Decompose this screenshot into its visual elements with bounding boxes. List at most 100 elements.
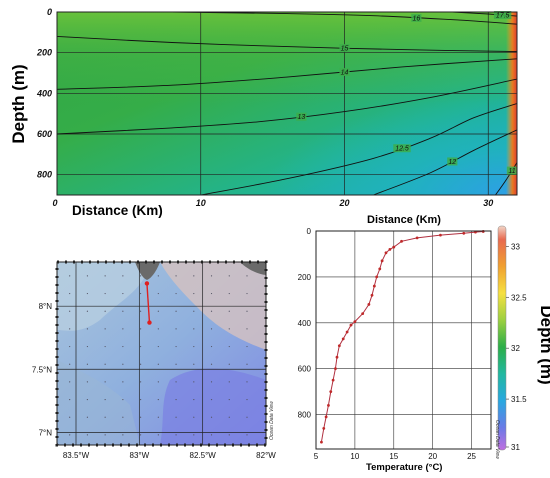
profile-point [372,284,376,288]
map-station-dot [122,398,124,401]
profile-point [349,323,353,327]
map-station-dot [175,328,177,330]
map-station-dot [104,310,106,312]
profile-point [353,320,357,324]
map-station-dot [122,416,124,418]
map-station-dot [228,328,230,330]
profile-point [335,355,339,359]
map-station-dot [210,398,213,401]
map-station-dot [246,310,248,312]
map-station-dot [69,345,71,348]
section-x-tick-label: 10 [196,198,206,208]
map-station-dot [228,275,230,277]
map-station-dot [86,310,88,312]
map-station-dot [86,292,88,295]
map-station-dot [193,363,195,365]
map-station-dot [175,381,177,383]
profile-point [322,426,326,430]
contour-label: 11 [508,168,515,175]
contour-label: 16 [412,15,420,22]
colorbar-tick-label: 33 [511,242,520,251]
map-station-dot [104,381,106,383]
profile-point [320,440,323,444]
section-y-label: Depth (m) [9,64,28,143]
map-station-dot [228,416,230,418]
map-latitude-label: 7.5°N [32,365,52,374]
map-station-dot [246,416,248,418]
map-transect-stations [144,281,152,325]
contour-line [200,103,517,195]
map-station-dot [86,434,88,436]
map-station-dot [157,292,159,295]
map-shade-nw [57,262,150,331]
map-station-dot [228,363,230,365]
map-station-dot [104,275,106,277]
map-station-dot [193,381,195,383]
map-station-dot [157,416,159,418]
contour-label-bg [411,13,422,22]
map-station-dot [69,381,71,383]
profile-point [327,404,330,407]
contour-label: 13 [297,114,305,121]
map-station-dot [157,275,159,277]
map-station-dot [175,345,177,348]
map-station-dot [69,434,71,436]
map-station-dot [140,310,142,312]
section-surface-shade [57,12,517,195]
map-station-dot [175,275,177,277]
contour-label-bg [506,166,518,175]
map-station-dot [228,345,230,348]
section-right-edge-shade [506,12,517,195]
map-station-dot [228,292,230,295]
station-map-panel: 83.5°W 83°W 82.5°W 82°W 8°N 7.5°N 7°N Ocean D… [32,260,276,460]
map-station-dot [104,292,106,295]
contour-label: 17.5 [496,13,510,20]
map-station-dot [157,434,159,436]
profile-point [462,231,466,235]
section-y-tick-label: 200 [36,48,52,58]
map-station-dot [193,398,195,401]
map-station-dot [246,398,248,401]
profile-point [388,247,392,251]
profile-panel: 5 10 15 20 25 0 200 400 600 800 Distance (Km) Te… [298,214,550,473]
section-x-tick-label: 30 [483,198,493,208]
map-station-dots [69,275,248,436]
map-longitude-label: 82.5°W [190,451,217,460]
map-station-dot [157,328,159,330]
map-station-dot [104,345,106,348]
map-station-dot [193,328,195,330]
profile-y-tick-label: 200 [298,273,312,282]
profile-point [337,344,341,348]
map-station-dot [175,416,177,418]
profile-point [378,267,382,271]
map-station-dot [210,310,213,312]
map-station-dot [140,363,142,365]
map-station-dot [69,328,71,330]
profile-y-label: Depth (m) [537,305,550,384]
map-station-dot [157,398,159,401]
profile-x-label: Temperature (°C) [366,462,442,473]
profile-background [316,231,491,449]
map-station-dot [246,328,248,330]
profile-y-tick-label: 800 [298,411,312,420]
map-station-dot [193,345,195,348]
map-station-dot [157,363,159,365]
profile-y-ticks: 0 200 400 600 800 [298,227,312,420]
contour-label-bg [339,67,350,76]
contour-line [57,58,517,90]
map-station-dot [140,416,142,418]
map-station-dot [122,275,124,277]
map-station-dot [193,416,195,418]
map-station-dot [69,275,71,277]
map-watermark: Ocean Data View [269,401,275,440]
map-station-dot [104,328,106,330]
map-station-dot [210,328,213,330]
map-station-dot [69,416,71,418]
map-station-dot [104,363,106,365]
section-panel: 17.5 16 15 14 13 12.5 12 11 0 10 20 30 0 200 400 600 8… [9,7,518,218]
profile-title: Distance (Km) [367,214,441,226]
profile-x-tick-label: 25 [467,452,476,461]
profile-point [370,293,374,297]
map-land-north [135,262,160,280]
